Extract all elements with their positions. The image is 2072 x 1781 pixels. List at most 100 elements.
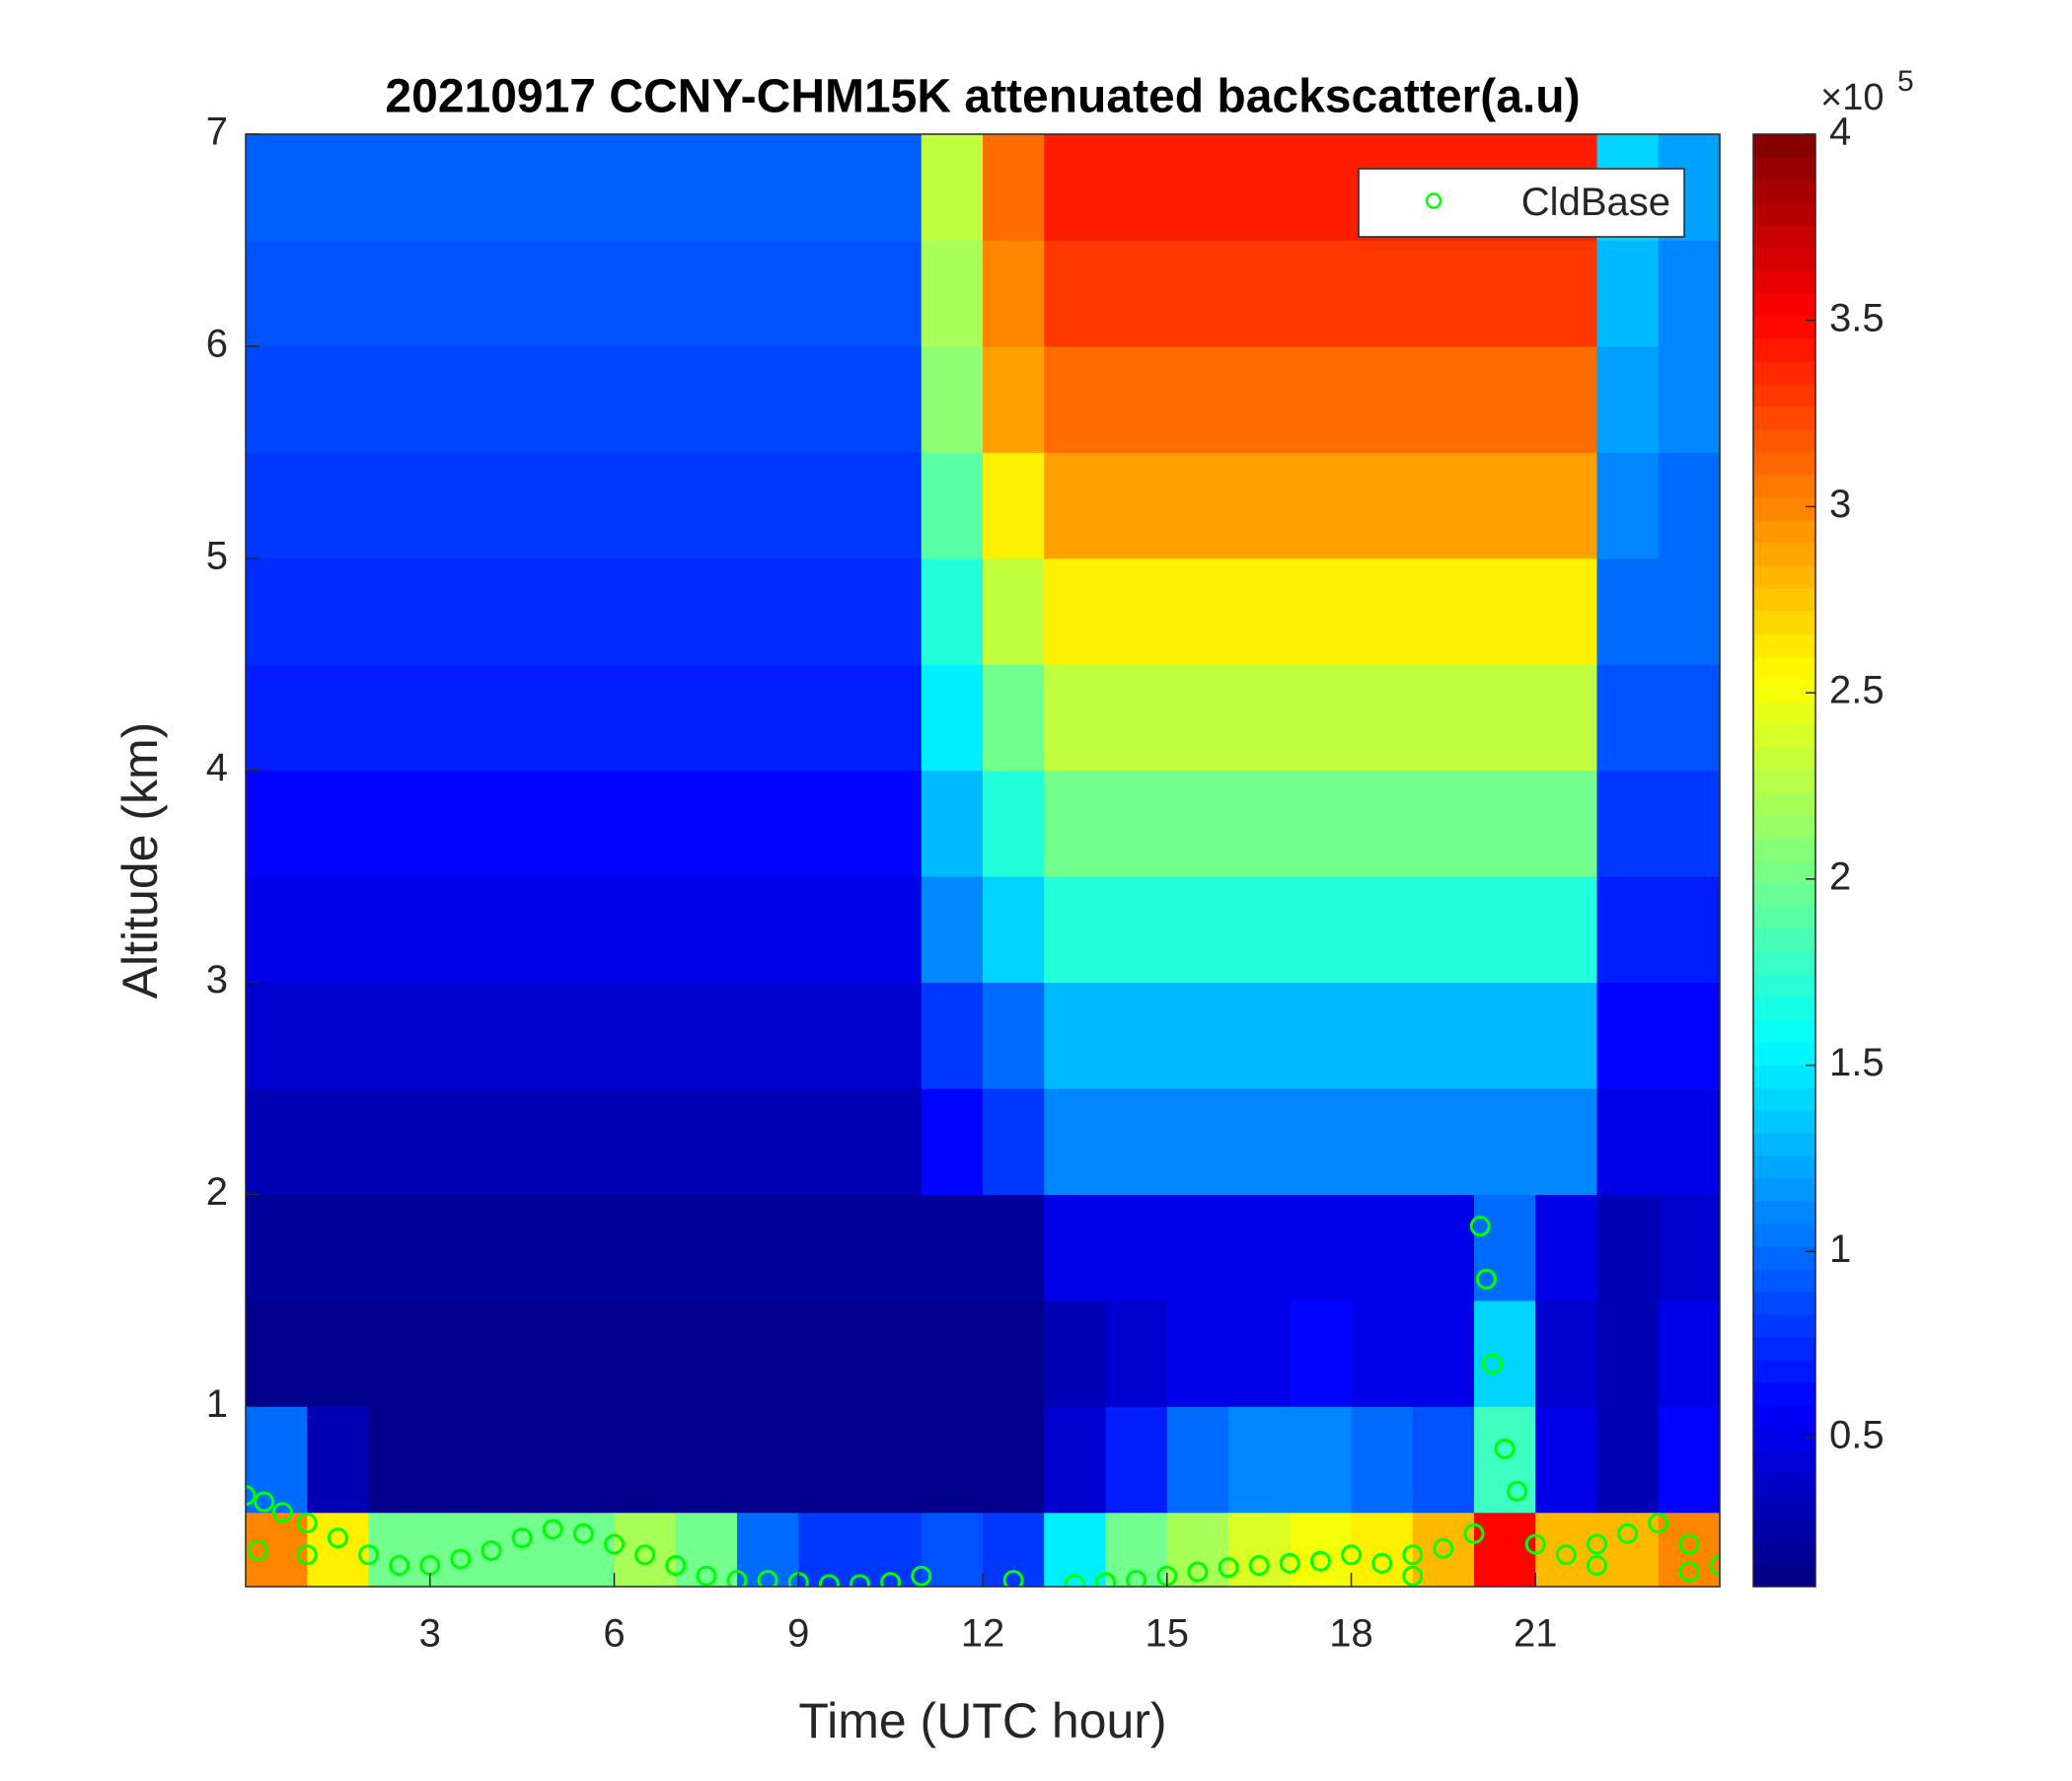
heat-cell	[1166, 557, 1229, 665]
x-tick-label: 15	[1146, 1612, 1190, 1656]
colorbar-step	[1753, 157, 1815, 181]
heat-cell	[491, 1299, 554, 1407]
heat-cell	[1290, 345, 1352, 453]
colorbar-step	[1753, 543, 1815, 566]
heat-cell	[983, 876, 1045, 984]
heat-cell	[614, 1406, 677, 1514]
heat-cell	[1351, 664, 1414, 772]
colorbar-step	[1753, 338, 1815, 362]
cloud-base-point	[296, 1544, 318, 1566]
heat-cell	[307, 1088, 369, 1195]
heat-cell	[1105, 1194, 1168, 1301]
heat-cell	[1228, 134, 1291, 241]
heat-cell	[429, 452, 492, 559]
heat-cell	[1044, 1299, 1106, 1407]
heat-cell	[1658, 770, 1720, 877]
heat-cell	[614, 1194, 677, 1301]
heat-cell	[307, 452, 369, 559]
heat-cell	[1596, 240, 1660, 347]
heat-cell	[675, 1194, 738, 1301]
heat-cell	[1412, 452, 1475, 559]
heat-cell	[1351, 345, 1414, 453]
heat-cell	[553, 240, 615, 347]
heat-cell	[491, 1512, 554, 1587]
colorbar-step	[1753, 656, 1815, 680]
heat-cell	[737, 982, 799, 1089]
heat-cell	[1658, 664, 1720, 772]
colorbar-step	[1753, 452, 1815, 476]
heat-cell	[368, 1299, 431, 1407]
heat-cell	[1535, 557, 1597, 665]
heat-cell	[1535, 1299, 1597, 1407]
cloud-base-point	[1309, 1550, 1331, 1572]
heat-cell	[246, 1194, 308, 1301]
heat-cell	[368, 1088, 431, 1195]
heat-cell	[859, 1406, 923, 1514]
heat-cell	[1658, 876, 1720, 984]
heat-cell	[1658, 982, 1720, 1089]
heat-cell	[307, 664, 369, 772]
heat-cell	[368, 770, 431, 877]
colorbar-step	[1753, 429, 1815, 453]
cloud-base-point	[1433, 1537, 1454, 1559]
heat-cell	[429, 1299, 492, 1407]
heat-cell	[1166, 876, 1229, 984]
heat-cell	[246, 345, 308, 453]
colorbar-step	[1753, 1155, 1815, 1179]
cloud-base-point	[254, 1491, 275, 1513]
cloud-base-point	[481, 1539, 502, 1561]
heat-cell	[1412, 664, 1475, 772]
cloud-base-point	[511, 1527, 533, 1549]
cloud-base-point	[1402, 1565, 1424, 1587]
colorbar-step	[1753, 1314, 1815, 1338]
heat-cell	[246, 876, 308, 984]
heat-cell	[859, 876, 923, 984]
colorbar-step	[1753, 1564, 1815, 1588]
heat-cell	[553, 664, 615, 772]
heat-cell	[1228, 1088, 1291, 1195]
heat-cell	[1596, 345, 1660, 453]
heat-cell	[798, 1406, 860, 1514]
heat-cell	[921, 1299, 984, 1407]
heat-cell	[798, 345, 860, 453]
heat-cell	[368, 345, 431, 453]
heat-cell	[1105, 345, 1168, 453]
heat-cell	[675, 1512, 738, 1587]
y-tick-label: 3	[206, 958, 228, 1002]
heat-cell	[1290, 1406, 1352, 1514]
heat-cell	[1474, 1406, 1536, 1514]
heat-cell	[246, 1088, 308, 1195]
heat-cell	[983, 557, 1045, 665]
cloud-base-point	[1126, 1570, 1147, 1587]
colorbar-tick-label: 1	[1829, 1227, 1851, 1271]
heat-cell	[246, 134, 308, 241]
heat-cell	[1351, 452, 1414, 559]
heat-cell	[1228, 770, 1291, 877]
heat-cell	[1474, 452, 1536, 559]
cloud-base-point	[1341, 1544, 1362, 1566]
heat-cell	[491, 1088, 554, 1195]
heat-cell	[1228, 557, 1291, 665]
colorbar-step	[1753, 520, 1815, 544]
heat-cell	[368, 240, 431, 347]
heat-cell	[983, 982, 1045, 1089]
heat-cell	[737, 240, 799, 347]
heat-cell	[983, 1512, 1045, 1587]
heat-cell	[1166, 240, 1229, 347]
heat-cell	[1412, 1512, 1475, 1587]
colorbar-step	[1753, 1473, 1815, 1497]
heat-cell	[921, 134, 984, 241]
heat-cell	[1290, 664, 1352, 772]
heat-cell	[1105, 982, 1168, 1089]
heat-cell	[1044, 240, 1106, 347]
heat-cell	[737, 770, 799, 877]
heat-cell	[859, 345, 923, 453]
heat-cell	[429, 557, 492, 665]
heat-cell	[614, 557, 677, 665]
heat-cell	[553, 345, 615, 453]
heat-cell	[859, 770, 923, 877]
cloud-base-point	[1678, 1533, 1700, 1555]
heat-cell	[737, 1088, 799, 1195]
heat-cell	[1290, 876, 1352, 984]
heat-cell	[1412, 345, 1475, 453]
